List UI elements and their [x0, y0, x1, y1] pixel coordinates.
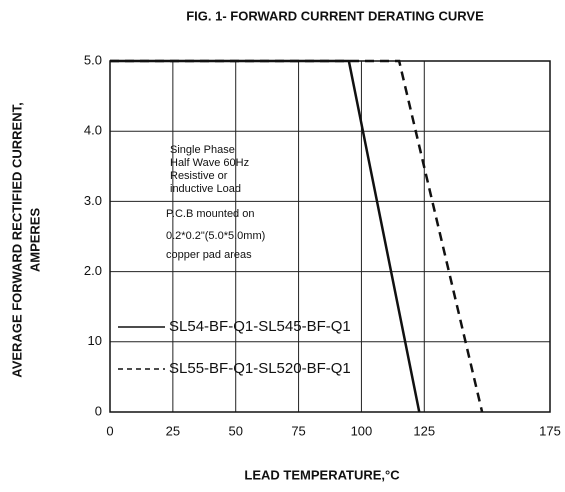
- y-tick-label: 3.0: [84, 193, 102, 208]
- y-axis-label: AMPERES: [27, 208, 42, 273]
- y-tick-label: 10: [88, 333, 102, 348]
- y-axis-label: AVERAGE FORWARD RECTIFIED CURRENT,: [9, 102, 24, 377]
- series-line: [110, 59, 484, 413]
- y-tick-label: 0: [95, 403, 102, 418]
- x-tick-label: 75: [291, 423, 305, 438]
- x-tick-label: 0: [106, 423, 113, 438]
- x-tick-label: 125: [413, 423, 435, 438]
- y-tick-label: 5.0: [84, 52, 102, 67]
- annotation: copper pad areas: [166, 249, 252, 261]
- chart-title: FIG. 1- FORWARD CURRENT DERATING CURVE: [186, 8, 484, 23]
- annotation: Half Wave 60Hz: [170, 157, 249, 169]
- x-tick-label: 50: [228, 423, 242, 438]
- x-tick-label: 175: [539, 423, 561, 438]
- annotation: inductive Load: [170, 183, 241, 195]
- annotation: P.C.B mounted on: [166, 208, 254, 220]
- x-tick-label: 25: [166, 423, 180, 438]
- y-tick-label: 2.0: [84, 263, 102, 278]
- annotation: 0.2*0.2"(5.0*5.0mm): [166, 230, 265, 242]
- legend-label: SL54-BF-Q1-SL545-BF-Q1: [169, 318, 351, 335]
- x-tick-label: 100: [351, 423, 373, 438]
- x-axis-label: LEAD TEMPERATURE,°C: [244, 467, 400, 482]
- legend-label: SL55-BF-Q1-SL520-BF-Q1: [169, 360, 351, 377]
- y-tick-label: 4.0: [84, 123, 102, 138]
- annotation: Single Phase: [170, 144, 235, 156]
- annotation: Resistive or: [170, 170, 228, 182]
